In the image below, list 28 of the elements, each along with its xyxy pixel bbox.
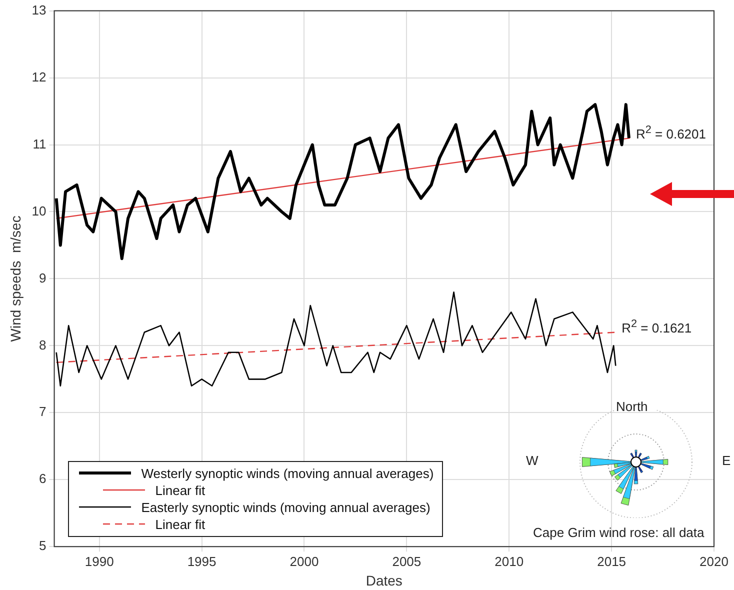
legend-label: Linear fit xyxy=(155,482,206,498)
annotation: North xyxy=(616,399,648,414)
x-tick-label: 1990 xyxy=(84,554,114,569)
y-tick-label: 13 xyxy=(32,2,46,18)
x-tick-label: 2020 xyxy=(700,554,728,569)
y-tick-label: 6 xyxy=(39,471,46,486)
x-tick-label: 2000 xyxy=(290,554,319,569)
x-tick-label: 2010 xyxy=(494,554,524,569)
y-tick-label: 12 xyxy=(32,69,46,84)
legend-label: Easterly synoptic winds (moving annual averages) xyxy=(141,500,430,515)
y-tick-label: 5 xyxy=(39,538,46,554)
text: E xyxy=(722,453,731,468)
annotation: Cape Grim wind rose: all data xyxy=(533,525,704,540)
y-axis-title: Wind speeds m/sec xyxy=(7,216,24,342)
x-tick-label: 2015 xyxy=(597,554,626,569)
annotation: W xyxy=(526,453,538,468)
annotation: R$^{2}$ = 0.1621 xyxy=(622,318,692,336)
y-tick-label: 8 xyxy=(39,337,46,352)
legend-label: Westerly synoptic winds (moving annual averages) xyxy=(141,466,434,481)
x-tick-label: 1995 xyxy=(187,554,216,569)
y-tick-label: 9 xyxy=(39,270,46,286)
y-tick-label: 10 xyxy=(32,203,46,218)
x-axis-title: Dates xyxy=(366,572,402,588)
y-tick-label: 11 xyxy=(32,136,46,152)
annotation: R$^{2}$ = 0.6201 xyxy=(636,124,706,142)
legend-label: Linear fit xyxy=(155,516,206,532)
x-tick-label: 2005 xyxy=(392,554,422,569)
y-tick-label: 7 xyxy=(39,404,46,420)
